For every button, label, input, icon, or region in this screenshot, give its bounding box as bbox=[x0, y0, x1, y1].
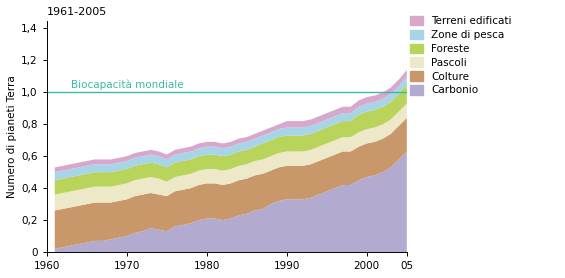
Text: Biocapacità mondiale: Biocapacità mondiale bbox=[71, 80, 184, 90]
Y-axis label: Numero di pianeti Terra: Numero di pianeti Terra bbox=[7, 75, 17, 198]
Text: 1961-2005: 1961-2005 bbox=[47, 7, 107, 17]
Legend: Terreni edificati, Zone di pesca, Foreste, Pascoli, Colture, Carbonio: Terreni edificati, Zone di pesca, Forest… bbox=[410, 16, 512, 95]
